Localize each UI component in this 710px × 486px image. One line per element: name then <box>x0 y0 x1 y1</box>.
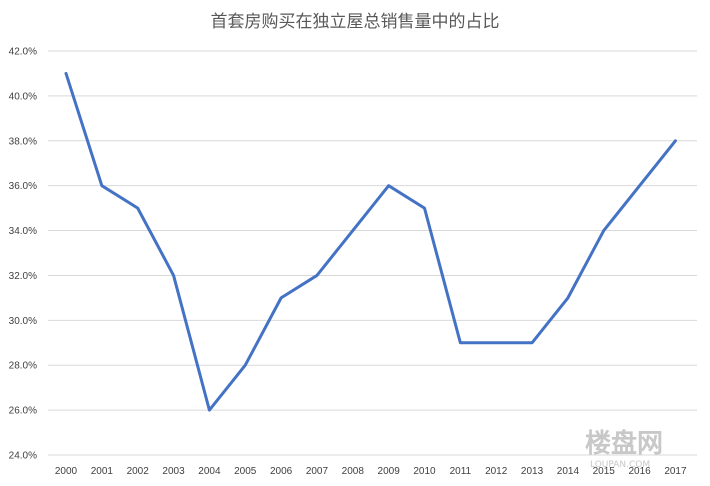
y-tick-label: 38.0% <box>9 136 37 147</box>
x-tick-label: 2009 <box>378 466 401 477</box>
data-point <box>674 140 676 142</box>
series-layer <box>64 71 677 412</box>
y-tick-label: 40.0% <box>9 91 37 102</box>
x-tick-label: 2004 <box>198 466 221 477</box>
x-tick-label: 2015 <box>593 466 616 477</box>
x-tick-label: 2002 <box>127 466 150 477</box>
chart-title: 首套房购买在独立屋总销售量中的占比 <box>211 12 500 32</box>
x-tick-label: 2001 <box>91 466 114 477</box>
data-point <box>244 364 246 366</box>
x-tick-label: 2012 <box>485 466 508 477</box>
watermark-text: 楼盘网 <box>585 428 663 459</box>
x-tick-label: 2003 <box>162 466 185 477</box>
y-tick-label: 30.0% <box>9 316 37 327</box>
series-line <box>64 71 677 412</box>
x-tick-label: 2010 <box>413 466 436 477</box>
data-point <box>316 274 318 276</box>
y-tick-label: 32.0% <box>9 271 37 282</box>
x-axis-ticks: 2000 2001 2002 2003 2004 2005 2006 2007 2008 2009… <box>55 466 687 477</box>
data-point <box>495 342 497 344</box>
watermark-subtext: LOUPAN.COM <box>590 460 650 470</box>
data-point <box>459 342 461 344</box>
y-tick-label: 24.0% <box>9 451 37 462</box>
x-tick-label: 2005 <box>234 466 257 477</box>
watermark-logo: 楼盘网 LOUPAN.COM <box>585 428 663 470</box>
data-point <box>424 207 425 209</box>
grid-lines <box>48 50 697 456</box>
data-point <box>531 342 533 344</box>
data-point <box>639 185 641 187</box>
x-tick-label: 2016 <box>628 466 651 477</box>
x-tick-label: 2014 <box>557 466 580 477</box>
x-tick-label: 2011 <box>450 466 472 477</box>
x-tick-label: 2007 <box>306 466 329 477</box>
x-tick-label: 2017 <box>664 466 687 477</box>
data-point <box>603 230 605 232</box>
data-point <box>388 185 390 187</box>
data-point <box>173 274 175 276</box>
x-tick-label: 2006 <box>270 466 293 477</box>
x-tick-label: 2013 <box>521 466 544 477</box>
data-point <box>101 185 103 187</box>
y-axis-ticks: 24.0% 26.0% 28.0% 30.0% 32.0% 34.0% 36.0% 38.0%… <box>9 47 37 462</box>
data-point <box>352 230 354 232</box>
x-tick-label: 2008 <box>342 466 365 477</box>
y-tick-label: 42.0% <box>9 47 37 58</box>
data-point <box>280 297 282 299</box>
y-tick-label: 26.0% <box>9 406 37 417</box>
data-point <box>137 207 139 209</box>
y-tick-label: 34.0% <box>9 226 37 237</box>
data-point <box>567 297 569 299</box>
data-point <box>65 72 67 74</box>
data-point <box>208 409 210 411</box>
y-tick-label: 28.0% <box>9 361 37 372</box>
y-tick-label: 36.0% <box>9 181 37 192</box>
x-tick-label: 2000 <box>55 466 78 477</box>
